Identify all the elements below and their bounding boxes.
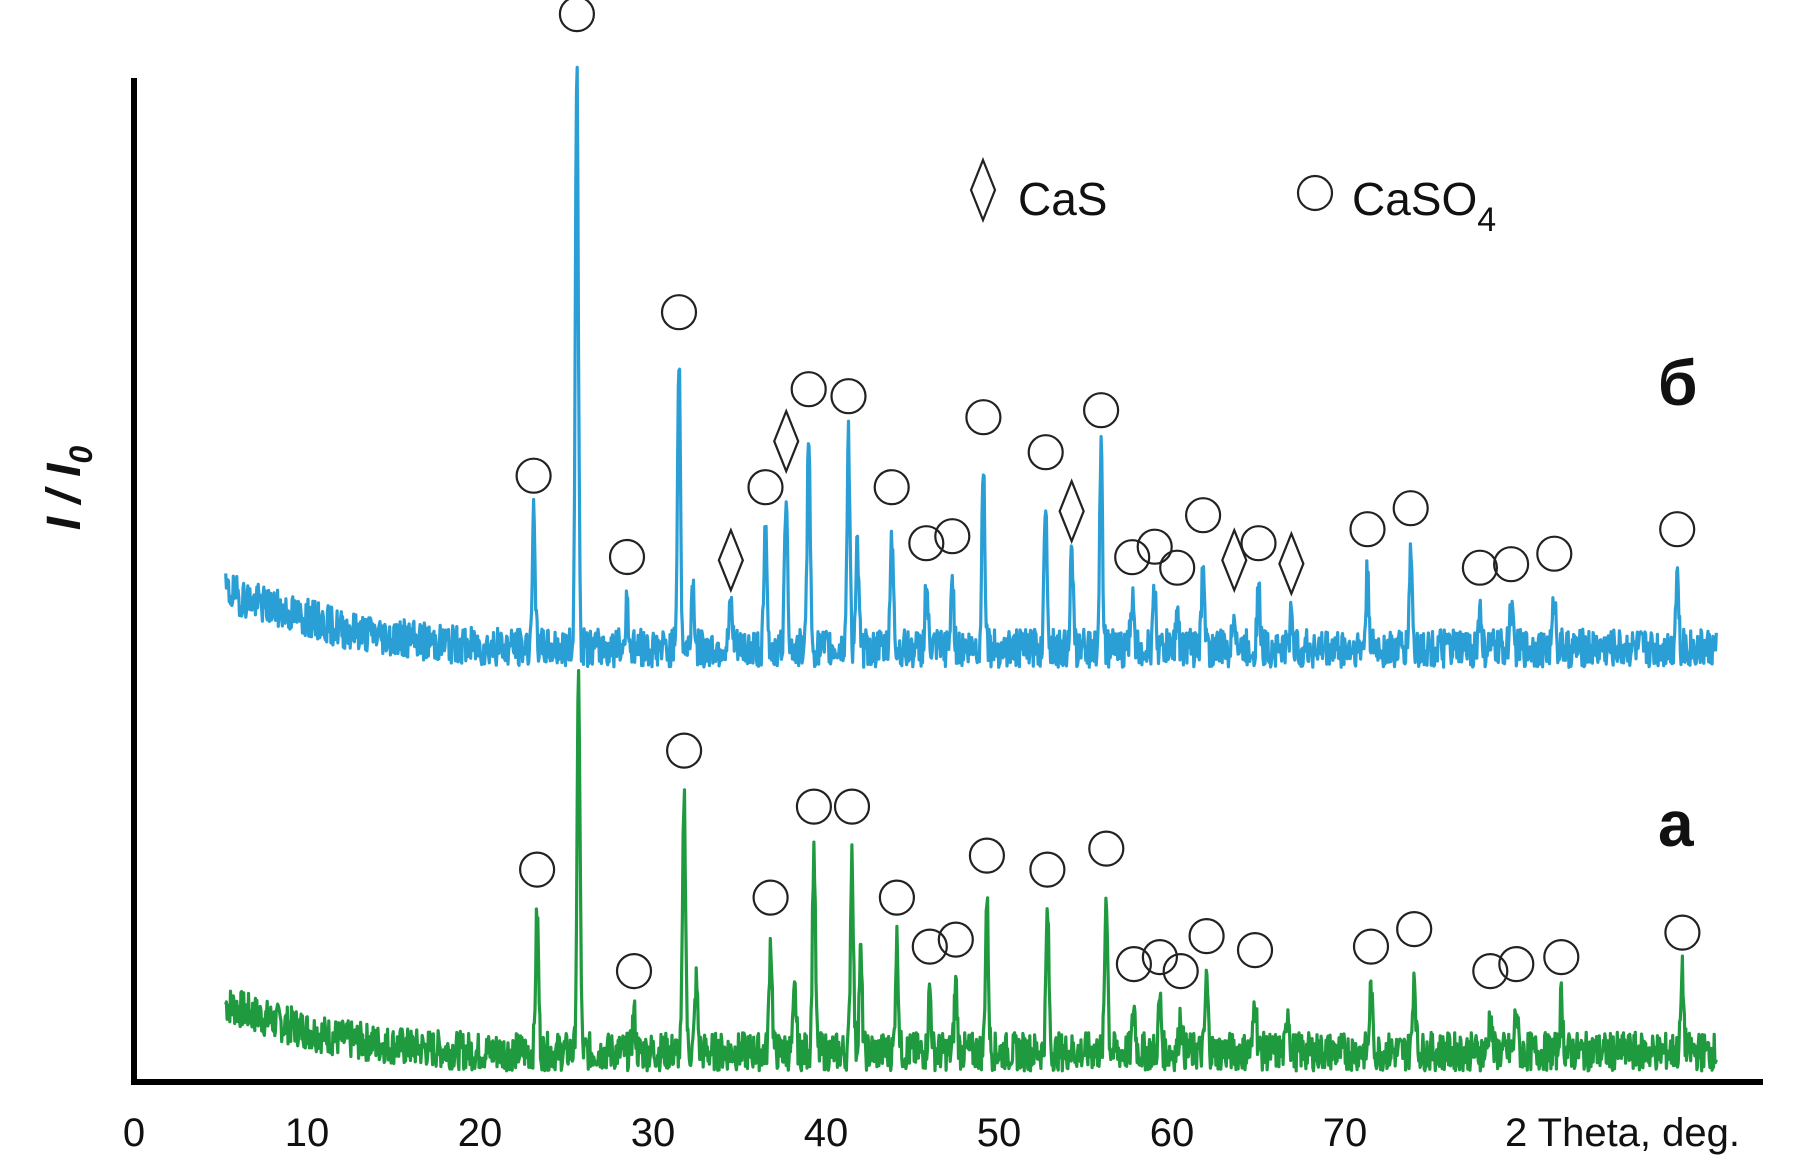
caso4-peak-marker: [1162, 952, 1199, 990]
caso4-peak-marker: [1188, 917, 1225, 955]
caso4-peak-marker: [665, 732, 703, 769]
series-line-a: [224, 669, 1718, 1073]
caso4-peak-marker: [1027, 434, 1064, 471]
legend-diamond-icon: [969, 157, 997, 223]
x-tick-label: 60: [1150, 1111, 1195, 1155]
x-tick-label: 40: [804, 1111, 849, 1155]
caso4-peak-marker: [1141, 938, 1179, 976]
caso4-peak-marker: [1664, 914, 1701, 951]
caso4-peak-marker: [908, 525, 945, 562]
y-axis-title-sub: 0: [63, 446, 99, 464]
caso4-peak-marker: [833, 788, 871, 825]
x-tick-label: 70: [1323, 1111, 1368, 1155]
x-tick-label: 10: [285, 1111, 330, 1155]
x-tick-labels: 0 10 20 30 40 50 60 70: [123, 1111, 1367, 1155]
caso4-peak-marker: [873, 469, 910, 506]
caso4-peak-marker: [518, 851, 556, 888]
caso4-peak-marker: [1029, 851, 1066, 888]
caso4-peak-marker: [1240, 525, 1277, 562]
caso4-peak-marker: [1461, 549, 1499, 586]
caso4-peak-marker: [968, 837, 1006, 874]
legend: CaS CaSO4: [969, 157, 1496, 239]
legend-label-cas: CaS: [1018, 173, 1107, 225]
caso4-peak-marker: [795, 788, 833, 825]
caso4-peak-marker: [1659, 511, 1696, 548]
caso4-peak-marker: [911, 928, 948, 965]
caso4-peak-marker: [1236, 931, 1274, 969]
caso4-peak-marker: [747, 469, 784, 506]
cas-peak-marker: [773, 408, 800, 475]
caso4-peak-marker: [1396, 910, 1433, 948]
x-tick-label: 50: [977, 1111, 1022, 1155]
cas-peak-marker: [717, 527, 745, 594]
y-axis-title-main: I / I: [38, 462, 91, 530]
caso4-peak-marker: [1543, 938, 1580, 976]
caso4-peak-marker: [608, 538, 646, 576]
caso4-peak-marker: [1136, 528, 1173, 565]
curve-label-b: б: [1658, 347, 1698, 419]
caso4-peak-marker: [752, 879, 789, 916]
markers-layer: [515, 0, 1701, 990]
curve-label-a: а: [1658, 788, 1694, 860]
caso4-peak-marker: [515, 457, 552, 494]
legend-label-caso4: CaSO4: [1352, 173, 1496, 239]
caso4-peak-marker: [878, 879, 916, 916]
caso4-peak-marker: [1536, 535, 1573, 572]
caso4-peak-marker: [830, 378, 867, 415]
caso4-peak-marker: [615, 952, 653, 990]
curves-layer: [224, 65, 1718, 1073]
x-axis-title: 2 Theta, deg.: [1505, 1111, 1740, 1155]
caso4-peak-marker: [1392, 490, 1429, 527]
cas-peak-marker: [1058, 478, 1085, 545]
caso4-peak-marker: [1492, 546, 1530, 583]
caso4-peak-marker: [1114, 539, 1151, 576]
series-line-b: [224, 65, 1718, 669]
caso4-peak-marker: [1184, 497, 1222, 534]
caso4-peak-marker: [660, 294, 698, 331]
cas-peak-marker: [1278, 530, 1305, 597]
caso4-peak-marker: [558, 0, 595, 33]
caso4-peak-marker: [1349, 511, 1386, 548]
caso4-peak-marker: [934, 518, 971, 555]
x-tick-label: 0: [123, 1111, 145, 1155]
caso4-peak-marker: [1115, 945, 1153, 983]
caso4-peak-marker: [1159, 549, 1196, 586]
caso4-peak-marker: [1082, 392, 1120, 429]
caso4-peak-marker: [790, 371, 827, 408]
caso4-peak-marker: [937, 921, 974, 958]
caso4-peak-marker: [965, 399, 1002, 436]
caso4-peak-marker: [1088, 830, 1125, 867]
legend-circle-icon: [1296, 174, 1334, 212]
x-tick-label: 20: [458, 1111, 503, 1155]
caso4-peak-marker: [1498, 945, 1535, 983]
caso4-peak-marker: [1352, 928, 1390, 965]
caso4-peak-marker: [1472, 952, 1509, 990]
y-axis-title: I / I0: [38, 446, 99, 531]
x-tick-label: 30: [631, 1111, 676, 1155]
